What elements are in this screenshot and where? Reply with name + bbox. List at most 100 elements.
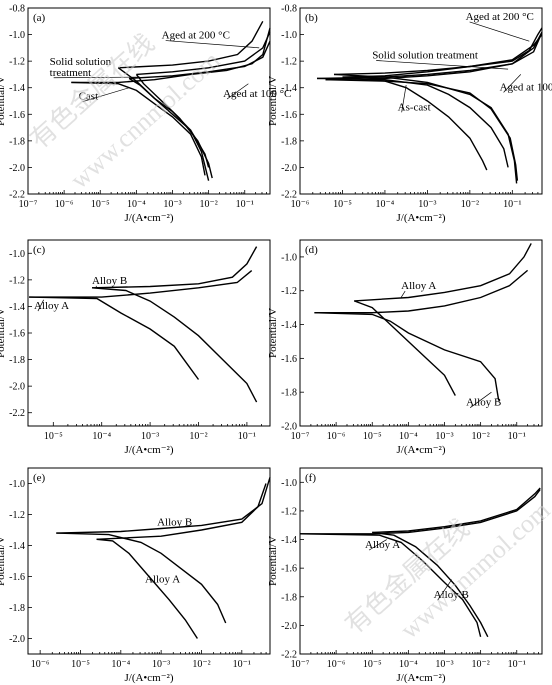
panel-a: 10⁻⁷ 10⁻⁶ 10⁻⁵ 10⁻⁴ 10⁻³ 10⁻² 10⁻¹ -2.2 -2.0 -1.8… [0, 4, 291, 225]
curve-annotation: Aged at 100 °C [500, 81, 552, 93]
y-tick-label: -0.8 [9, 4, 25, 15]
y-tick-label: -1.4 [281, 83, 297, 94]
y-tick-label: -1.8 [281, 592, 297, 603]
alloy-b-cathodic-branch [314, 312, 500, 401]
y-tick-label: -2.0 [9, 382, 25, 393]
x-tick-label: 10⁻⁶ [55, 199, 74, 210]
x-tick-label: 10⁻² [192, 659, 210, 670]
y-tick-label: -1.0 [281, 30, 297, 41]
y-axis-label: Potential/V [267, 536, 279, 586]
plot-frame [27, 7, 271, 195]
y-tick-label: -1.6 [9, 572, 25, 583]
y-tick-label: -2.0 [281, 163, 297, 174]
y-tick-label: -1.4 [281, 535, 297, 546]
annotation-leader-line [37, 299, 44, 312]
x-tick-label: 10⁻⁷ [19, 199, 38, 210]
annotation-leader-line [226, 83, 249, 100]
y-tick-label: -1.6 [281, 110, 297, 121]
curve-annotation: Alloy B [466, 397, 501, 409]
x-tick-label: 10⁻⁷ [291, 659, 310, 670]
alloy-a-cathodic-branch [299, 533, 482, 637]
plot-frame [299, 467, 543, 655]
y-axis-label: Potential/V [267, 76, 279, 126]
curve-annotation: Alloy A [401, 280, 436, 292]
x-tick-label: 10⁻⁴ [127, 199, 146, 210]
curve-annotation: Cast [79, 91, 99, 103]
y-axis-label: Potential/V [267, 308, 279, 358]
x-tick-label: 10⁻⁵ [363, 431, 382, 442]
panel-label: (f) [305, 472, 316, 484]
y-tick-label: -1.8 [281, 136, 297, 147]
alloy-b-cathodic-branch [91, 287, 258, 403]
curve-cathodic-branch [71, 81, 206, 176]
alloy-a-cathodic-branch [353, 300, 456, 396]
curve-anodic-branch [325, 36, 541, 81]
x-tick-label: 10⁻⁵ [71, 659, 90, 670]
x-tick-label: 10⁻² [189, 431, 207, 442]
x-tick-label: 10⁻⁴ [399, 659, 418, 670]
curve-annotation: Solid solution treatment [372, 49, 478, 61]
alloy-b-anodic-branch [91, 246, 258, 289]
curve-annotation: treatment [50, 67, 92, 79]
curve-annotation: Alloy B [434, 589, 469, 601]
alloy-b-anodic-branch [314, 269, 529, 314]
curve-annotation: Aged at 100 °C [223, 88, 291, 100]
annotation-leader-line [165, 40, 260, 49]
curve-annotation: Alloy B [157, 516, 192, 528]
x-tick-label: 10⁻¹ [503, 199, 521, 210]
x-tick-label: 10⁻² [199, 199, 217, 210]
alloy-a-anodic-branch [354, 243, 532, 302]
alloy-a-anodic-branch [96, 483, 267, 540]
y-tick-label: -1.0 [9, 249, 25, 260]
alloy-a-anodic-branch [29, 270, 253, 298]
curve-cathodic-branch [325, 79, 519, 181]
y-tick-label: -1.4 [9, 302, 25, 313]
x-tick-label: 10⁻⁵ [44, 431, 63, 442]
x-tick-label: 10⁻⁶ [327, 659, 346, 670]
x-tick-label: 10⁻¹ [233, 659, 251, 670]
alloy-a-cathodic-branch [96, 538, 198, 639]
alloy-a-cathodic-branch [29, 296, 200, 380]
x-tick-label: 10⁻⁴ [399, 431, 418, 442]
annotation-leader-line [469, 391, 492, 408]
curve-anodic-branch [118, 20, 264, 69]
annotation-leader-line [401, 85, 407, 113]
panel-d: 10⁻⁷ 10⁻⁶ 10⁻⁵ 10⁻⁴ 10⁻³ 10⁻² 10⁻¹ -2.0 -1.8 -1.6… [267, 239, 543, 456]
y-tick-label: -1.2 [281, 57, 297, 68]
x-tick-label: 10⁻² [471, 431, 489, 442]
y-tick-label: -1.8 [9, 603, 25, 614]
curve-cathodic-branch [316, 77, 509, 168]
y-tick-label: -2.2 [281, 190, 297, 201]
x-tick-label: 10⁻⁴ [92, 431, 111, 442]
y-tick-label: -1.8 [281, 388, 297, 399]
y-tick-label: -1.0 [9, 479, 25, 490]
plot-frame [299, 239, 543, 427]
plot-frame [27, 467, 271, 655]
x-axis-label: J/(A•cm⁻²) [396, 444, 445, 456]
x-tick-label: 10⁻³ [418, 199, 436, 210]
alloy-b-anodic-branch [56, 477, 271, 534]
x-tick-label: 10⁻³ [141, 431, 159, 442]
alloy-b-anodic-branch [372, 487, 541, 534]
y-tick-label: -1.2 [281, 506, 297, 517]
curve-annotation: Aged at 200 °C [162, 30, 230, 42]
y-tick-label: -1.4 [281, 320, 297, 331]
panel-c: 10⁻⁵ 10⁻⁴ 10⁻³ 10⁻² 10⁻¹ -2.2 -2.0 -1.8 -1.6 -1.4… [0, 239, 271, 456]
x-tick-label: 10⁻¹ [238, 431, 256, 442]
annotation-leader-line [53, 76, 140, 79]
y-tick-label: -1.0 [281, 252, 297, 263]
curve-annotation: Solid solution [50, 56, 112, 68]
curve-annotation: Alloy A [365, 539, 400, 551]
y-tick-label: -1.2 [9, 57, 25, 68]
x-tick-label: 10⁻³ [163, 199, 181, 210]
y-tick-label: -1.6 [9, 110, 25, 121]
x-tick-label: 10⁻⁴ [376, 199, 395, 210]
curve-annotation: Alloy B [92, 275, 127, 287]
curve-annotation: Aged at 200 °C [466, 11, 534, 23]
y-tick-label: -2.0 [281, 621, 297, 632]
x-axis-label: J/(A•cm⁻²) [396, 212, 445, 224]
x-tick-label: 10⁻² [471, 659, 489, 670]
x-axis-label: J/(A•cm⁻²) [124, 212, 173, 224]
x-axis-label: J/(A•cm⁻²) [396, 672, 445, 684]
curve-annotation: As-cast [398, 101, 431, 113]
